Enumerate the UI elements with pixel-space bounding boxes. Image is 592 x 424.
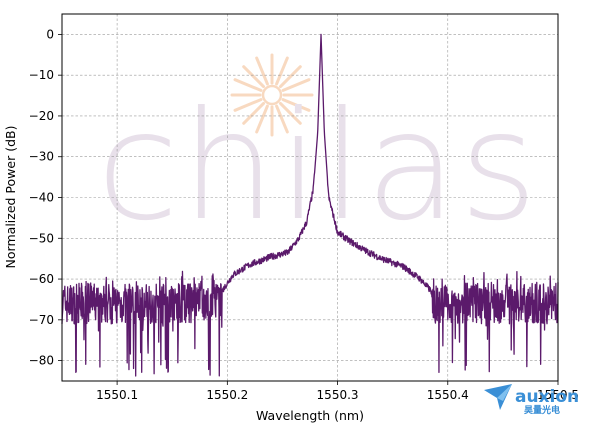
- watermark: chilas: [97, 53, 540, 254]
- y-tick-label: −10: [29, 68, 54, 82]
- watermark-text: chilas: [97, 80, 540, 254]
- grid: [62, 14, 559, 381]
- x-tick-label: 1550.4: [427, 388, 469, 402]
- y-axis-label: Normalized Power (dB): [3, 126, 18, 269]
- y-tick-label: −30: [29, 150, 54, 164]
- x-tick-label: 1550.1: [96, 388, 138, 402]
- x-axis: 1550.1 1550.2 1550.3 1550.4 1550.5: [96, 381, 579, 402]
- paper-plane-icon: [484, 384, 512, 410]
- x-axis-label: Wavelength (nm): [256, 408, 364, 423]
- y-tick-label: −60: [29, 272, 54, 286]
- y-tick-label: −50: [29, 231, 54, 245]
- y-tick-label: 0: [46, 27, 54, 41]
- brand-logo: auxion 昊量光电: [484, 384, 579, 416]
- y-tick-label: −20: [29, 109, 54, 123]
- y-tick-label: −40: [29, 191, 54, 205]
- y-axis: 0 −10 −20 −30 −40 −50 −60 −70 −80: [29, 27, 62, 368]
- brand-subtitle: 昊量光电: [524, 404, 560, 416]
- paper-plane-fold: [497, 384, 512, 401]
- paper-plane-shape: [484, 384, 512, 410]
- x-tick-label: 1550.2: [206, 388, 248, 402]
- brand-name: auxion: [515, 387, 579, 407]
- y-tick-label: −80: [29, 354, 54, 368]
- watermark-sun-icon: [230, 53, 314, 137]
- series-line: [61, 33, 559, 377]
- data-line: [61, 33, 559, 377]
- x-tick-label: 1550.3: [317, 388, 359, 402]
- x-tick-label: 1550.5: [537, 388, 579, 402]
- y-tick-label: −70: [29, 313, 54, 327]
